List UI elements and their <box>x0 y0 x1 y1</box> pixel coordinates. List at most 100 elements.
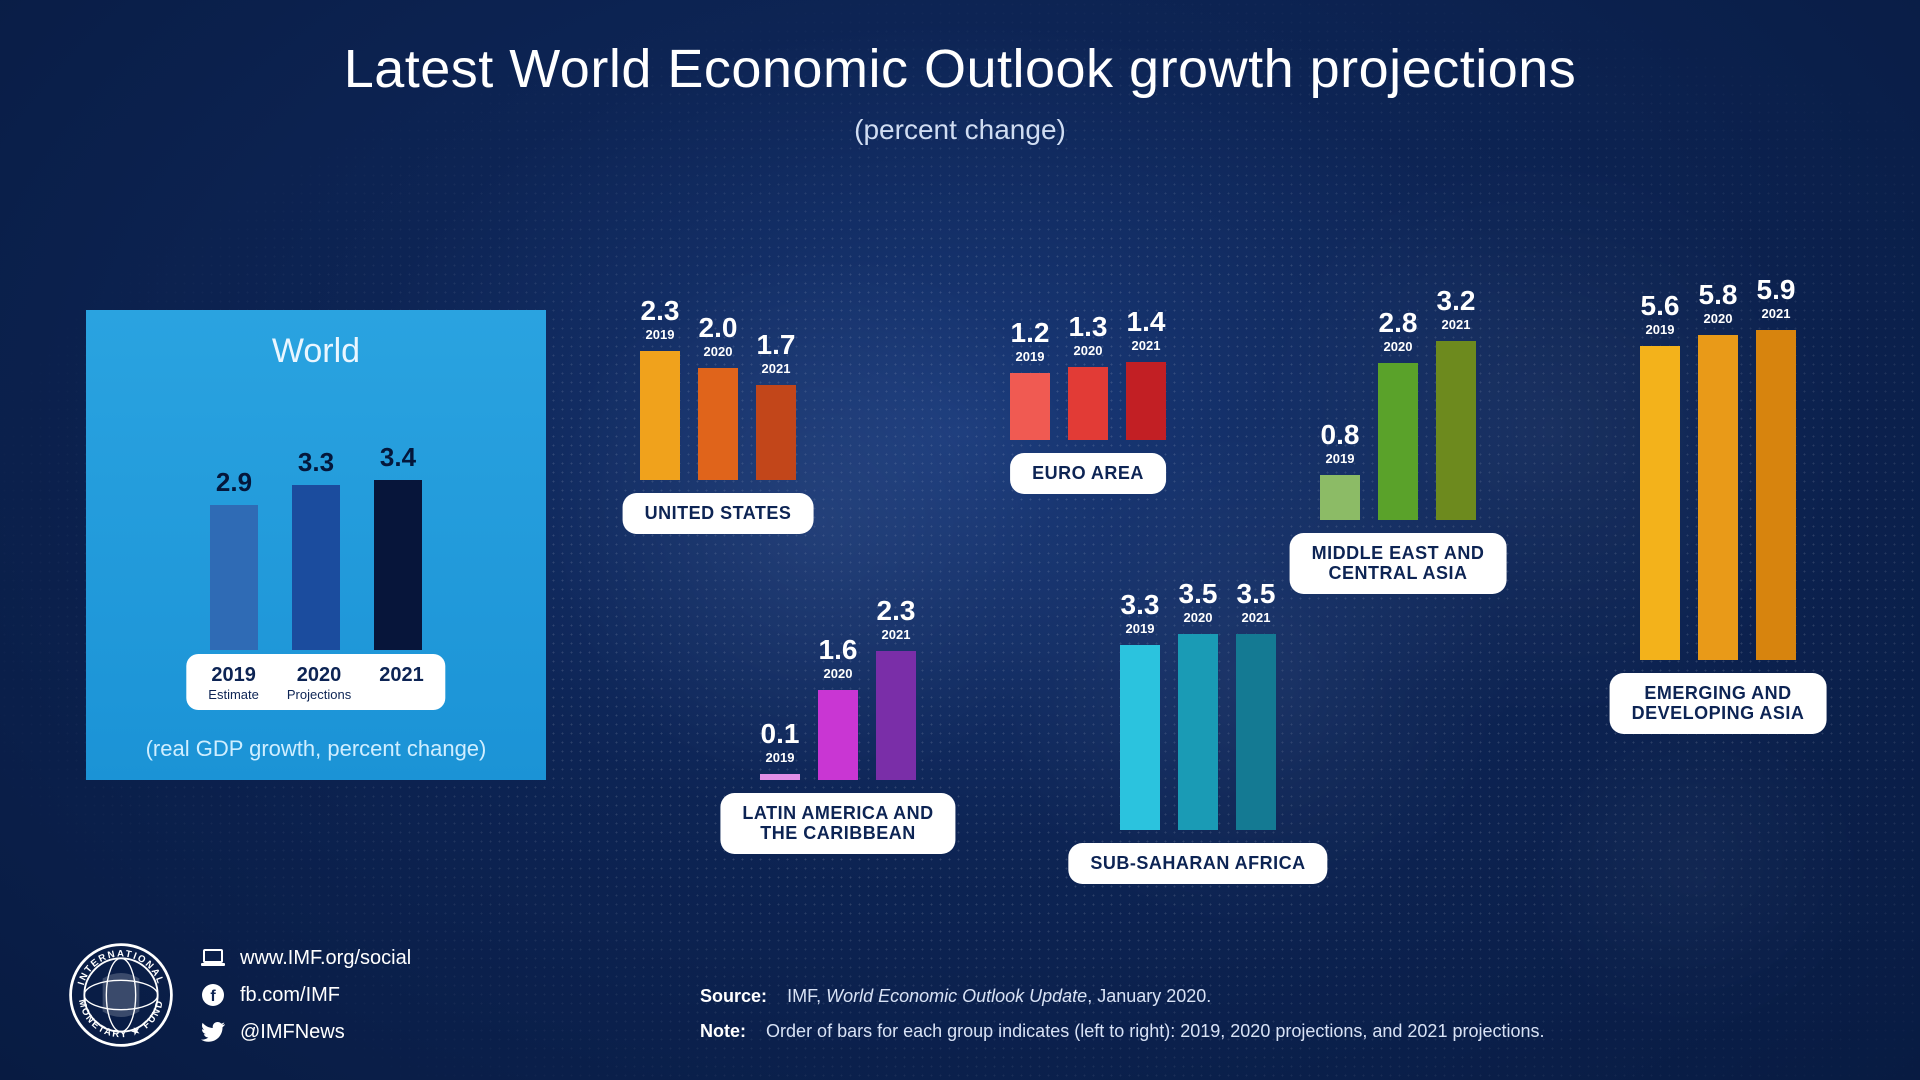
region-bar: 5.92021 <box>1756 330 1796 660</box>
twitter-icon <box>200 1022 226 1042</box>
world-bar: 2.9 <box>210 505 258 650</box>
source-line: Source: IMF, World Economic Outlook Upda… <box>700 986 1860 1007</box>
region-bar-year: 2021 <box>1132 338 1161 353</box>
region-bar-year: 2020 <box>1384 339 1413 354</box>
world-key-year: 2019 <box>208 664 259 687</box>
region-bar-value: 5.9 <box>1757 274 1796 306</box>
region-bar-value: 1.3 <box>1069 311 1108 343</box>
page-subtitle: (percent change) <box>0 114 1920 146</box>
region-bar-value: 2.3 <box>877 595 916 627</box>
region-bar-value: 1.7 <box>757 329 796 361</box>
region-bar-value: 2.0 <box>699 312 738 344</box>
region-label: EMERGING ANDDEVELOPING ASIA <box>1610 673 1827 734</box>
region-bar: 0.12019 <box>760 774 800 780</box>
world-key-year: 2020 <box>287 664 351 687</box>
source-pre: IMF, <box>787 986 826 1006</box>
region-bar: 3.32019 <box>1120 645 1160 830</box>
social-fb-text: fb.com/IMF <box>240 984 340 1007</box>
region-bar-year: 2019 <box>1646 322 1675 337</box>
source-label: Source: <box>700 986 767 1006</box>
region-bar-year: 2020 <box>1184 610 1213 625</box>
laptop-icon <box>200 948 226 968</box>
region-bar: 3.52021 <box>1236 634 1276 830</box>
region-bar-value: 3.5 <box>1179 578 1218 610</box>
page-title: Latest World Economic Outlook growth pro… <box>0 38 1920 100</box>
region-bar-value: 2.3 <box>641 295 680 327</box>
region-bar: 3.22021 <box>1436 341 1476 520</box>
region-bar-year: 2021 <box>882 627 911 642</box>
world-key-box: 2019Estimate2020Projections2021 <box>186 654 445 710</box>
region-bar-year: 2019 <box>646 327 675 342</box>
region-bars: 0.12019 1.62020 2.32021 <box>760 651 916 780</box>
social-facebook: f fb.com/IMF <box>200 984 411 1007</box>
region-bar: 1.62020 <box>818 690 858 780</box>
social-tw-text: @IMFNews <box>240 1021 345 1044</box>
region-bar: 1.42021 <box>1126 362 1166 440</box>
region-bars: 2.320192.020201.72021 <box>640 351 796 480</box>
facebook-icon: f <box>200 985 226 1005</box>
imf-logo-icon: INTERNATIONAL MONETARY ★ FUND <box>66 940 176 1050</box>
svg-text:f: f <box>210 988 216 1005</box>
region-bar-value: 3.2 <box>1437 285 1476 317</box>
region-label: LATIN AMERICA ANDTHE CARIBBEAN <box>720 793 955 854</box>
note-label: Note: <box>700 1021 746 1041</box>
region-bar-year: 2020 <box>1074 343 1103 358</box>
region-bar: 1.32020 <box>1068 367 1108 440</box>
footer-left: INTERNATIONAL MONETARY ★ FUND www.IMF.or… <box>66 940 411 1050</box>
footer-right: Source: IMF, World Economic Outlook Upda… <box>700 986 1860 1042</box>
world-panel-caption: (real GDP growth, percent change) <box>86 736 546 762</box>
region-bar: 5.62019 <box>1640 346 1680 660</box>
world-panel: World 2.93.33.4 2019Estimate2020Projecti… <box>86 310 546 780</box>
region-bar-year: 2019 <box>1126 621 1155 636</box>
region-bar-year: 2021 <box>1442 317 1471 332</box>
region-label: SUB-SAHARAN AFRICA <box>1068 843 1327 884</box>
world-bar: 3.4 <box>374 480 422 650</box>
region-bar: 0.82019 <box>1320 475 1360 520</box>
region-bar-value: 1.4 <box>1127 306 1166 338</box>
region-bar-year: 2020 <box>824 666 853 681</box>
region-bar: 2.32021 <box>876 651 916 780</box>
region-bar: 5.82020 <box>1698 335 1738 660</box>
region-bar-year: 2019 <box>766 750 795 765</box>
world-key-sub: Projections <box>287 687 351 702</box>
social-web-text: www.IMF.org/social <box>240 947 411 970</box>
region-bars: 5.62019 5.82020 5.92021 <box>1640 330 1796 660</box>
world-bars: 2.93.33.4 <box>210 480 422 650</box>
region-label: UNITED STATES <box>623 493 814 534</box>
region-bar-value: 5.8 <box>1699 279 1738 311</box>
social-web: www.IMF.org/social <box>200 947 411 970</box>
world-bar-value: 3.3 <box>298 447 334 478</box>
source-post: , January 2020. <box>1087 986 1211 1006</box>
region-bar: 2.32019 <box>640 351 680 480</box>
region-bar: 3.52020 <box>1178 634 1218 830</box>
world-key-sub: Estimate <box>208 687 259 702</box>
region-label: EURO AREA <box>1010 453 1166 494</box>
region-bar-value: 2.8 <box>1379 307 1418 339</box>
note-text: Order of bars for each group indicates (… <box>766 1021 1544 1041</box>
region-bar-year: 2021 <box>1242 610 1271 625</box>
region-bar-year: 2020 <box>704 344 733 359</box>
region-bar: 2.82020 <box>1378 363 1418 520</box>
region-bar-year: 2020 <box>1704 311 1733 326</box>
region-bars: 3.32019 3.52020 3.52021 <box>1120 634 1276 830</box>
region-bar: 1.22019 <box>1010 373 1050 440</box>
region-bar-year: 2019 <box>1016 349 1045 364</box>
region-bar: 2.02020 <box>698 368 738 480</box>
world-bar-value: 3.4 <box>380 442 416 473</box>
region-bar-value: 0.1 <box>761 718 800 750</box>
world-key-column: 2020Projections <box>287 664 351 702</box>
region-bars: 0.82019 2.82020 3.22021 <box>1320 341 1476 520</box>
region-bar-value: 5.6 <box>1641 290 1680 322</box>
region-bar-value: 1.2 <box>1011 317 1050 349</box>
region-bar-value: 3.5 <box>1237 578 1276 610</box>
region-bar-value: 3.3 <box>1121 589 1160 621</box>
world-panel-title: World <box>104 332 528 371</box>
note-line: Note: Order of bars for each group indic… <box>700 1021 1860 1042</box>
region-bar-year: 2019 <box>1326 451 1355 466</box>
region-label: MIDDLE EAST ANDCENTRAL ASIA <box>1290 533 1507 594</box>
region-bars: 1.22019 1.32020 1.42021 <box>1010 362 1166 440</box>
world-key-column: 2019Estimate <box>208 664 259 702</box>
social-list: www.IMF.org/social f fb.com/IMF @IMFNews <box>200 947 411 1044</box>
header: Latest World Economic Outlook growth pro… <box>0 0 1920 146</box>
region-bar-value: 1.6 <box>819 634 858 666</box>
